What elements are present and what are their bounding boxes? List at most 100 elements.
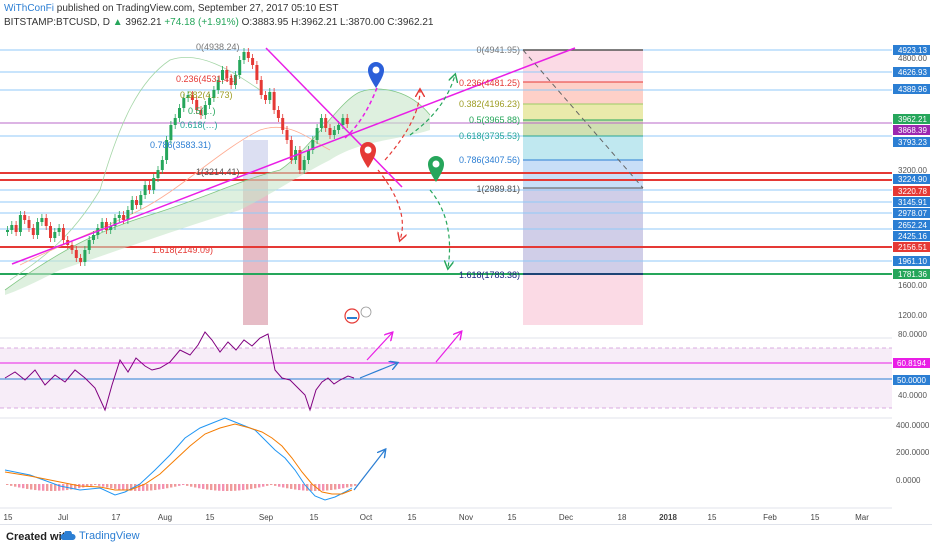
- time-tick: Jul: [58, 513, 68, 522]
- candle: [315, 124, 319, 144]
- time-tick: 15: [206, 513, 215, 522]
- macd-bar: [218, 484, 221, 491]
- candle: [165, 136, 169, 164]
- candle: [147, 181, 151, 194]
- events-icon[interactable]: [344, 306, 372, 324]
- symbol-info: BITSTAMP:BTCUSD, D ▲ 3962.21 +74.18 (+1.…: [4, 17, 433, 28]
- macd-bar: [206, 484, 209, 490]
- fib-trend-dashed: [522, 49, 644, 189]
- macd-scale[interactable]: 400.0000 200.0000 0.0000: [896, 421, 930, 485]
- rsi-scale[interactable]: 80.0000 40.0000 60.8194 50.0000: [893, 330, 930, 400]
- candle: [173, 114, 177, 129]
- macd-bar: [338, 484, 341, 489]
- candle: [255, 61, 259, 84]
- macd-bar: [274, 484, 277, 486]
- price-scale[interactable]: 4923.13 4626.93 4389.96 3962.21 3868.39 3793.…: [893, 45, 930, 320]
- candle: [221, 66, 224, 84]
- macd-bar: [354, 484, 357, 486]
- candle: [182, 94, 186, 112]
- macd-bar: [138, 484, 141, 491]
- macd-line[interactable]: [4, 417, 353, 501]
- price-badge: 4923.13: [893, 45, 930, 55]
- time-tick: Oct: [360, 513, 373, 522]
- symbol-label[interactable]: BITSTAMP:BTCUSD, D: [4, 17, 110, 28]
- macd-bar: [286, 484, 289, 489]
- price-tick: 4800.00: [898, 54, 927, 63]
- time-tick: Dec: [559, 513, 573, 522]
- time-tick: Nov: [459, 513, 473, 522]
- rising-trendline[interactable]: [11, 47, 576, 265]
- svg-text:4389.96: 4389.96: [898, 85, 927, 94]
- macd-bar: [322, 484, 325, 491]
- red-pin-icon[interactable]: [360, 142, 376, 168]
- svg-text:2156.51: 2156.51: [898, 243, 927, 252]
- macd-signal-line[interactable]: [4, 423, 353, 495]
- candle: [216, 76, 220, 94]
- macd-bar: [126, 484, 129, 491]
- chart-canvas[interactable]: 0(4938.24) 0.236(4531.41) 0.382(4…73) 0.5(……: [0, 0, 932, 524]
- macd-bar: [230, 484, 233, 491]
- lagging-span: [9, 56, 261, 281]
- macd-bar: [266, 484, 269, 486]
- candle: [332, 126, 336, 139]
- candle: [169, 121, 173, 144]
- macd-bar: [202, 484, 205, 489]
- fib-label: 0.5(3965.88): [469, 115, 520, 125]
- macd-bar: [210, 484, 213, 491]
- blue-pin-icon[interactable]: [368, 62, 384, 88]
- macd-bar: [122, 484, 125, 491]
- macd-bar: [198, 484, 201, 489]
- candle: [57, 224, 61, 236]
- price-badge: 3224.90: [893, 174, 930, 184]
- cloud-span-a: [4, 88, 431, 291]
- candle: [289, 136, 293, 164]
- candle: [233, 71, 237, 89]
- time-tick: 15: [708, 513, 717, 522]
- macd-bar: [190, 484, 193, 487]
- macd-bar: [70, 484, 73, 490]
- macd-bar: [158, 484, 161, 490]
- macd-bar: [146, 484, 149, 491]
- fib-label: 0.382(4…73): [180, 90, 233, 100]
- macd-bar: [174, 484, 177, 487]
- candle: [251, 54, 255, 69]
- macd-bar: [170, 484, 173, 488]
- falling-trendline[interactable]: [265, 47, 403, 188]
- rsi-magenta-arrow-1: [366, 333, 392, 361]
- candle: [87, 236, 91, 254]
- price-badge: 4626.93: [893, 67, 930, 77]
- rsi-blue-arrow: [359, 363, 397, 379]
- macd-bar: [14, 484, 17, 487]
- candle: [281, 114, 285, 134]
- macd-bar: [182, 484, 185, 486]
- macd-bar: [26, 484, 29, 489]
- candle: [113, 214, 117, 230]
- macd-bar: [194, 484, 197, 488]
- macd-bar: [330, 484, 333, 491]
- candle: [49, 222, 52, 242]
- candle: [190, 91, 194, 104]
- macd-bar: [130, 484, 133, 491]
- rsi-line[interactable]: [4, 331, 355, 412]
- last-price: 3962.21: [125, 17, 162, 28]
- macd-bar: [234, 484, 237, 491]
- macd-tick: 0.0000: [896, 476, 921, 485]
- svg-text:1961.10: 1961.10: [898, 257, 927, 266]
- candle: [276, 106, 280, 122]
- macd-bar: [186, 484, 189, 486]
- candle: [229, 74, 233, 89]
- tradingview-logo[interactable]: TradingView: [60, 530, 140, 542]
- macd-bar: [50, 484, 53, 491]
- green-pin-icon[interactable]: [428, 156, 444, 182]
- projection-alt-up-arrow: [384, 90, 420, 161]
- price-badge: 1961.10: [893, 256, 930, 266]
- macd-tick: 400.0000: [896, 421, 930, 430]
- projection-green-down-arrow: [429, 189, 450, 268]
- svg-text:4626.93: 4626.93: [898, 68, 927, 77]
- price-badge: 3962.21: [893, 114, 930, 124]
- price-badge: 1781.36: [893, 269, 930, 279]
- time-axis[interactable]: 15 Jul 17 Aug 15 Sep 15 Oct 15 Nov 15 Dec 18 2018 15 Fe…: [4, 513, 870, 522]
- author-link[interactable]: WiThConFi: [4, 3, 55, 14]
- macd-bar: [106, 484, 109, 488]
- arrow-up-icon: ▲: [112, 17, 123, 28]
